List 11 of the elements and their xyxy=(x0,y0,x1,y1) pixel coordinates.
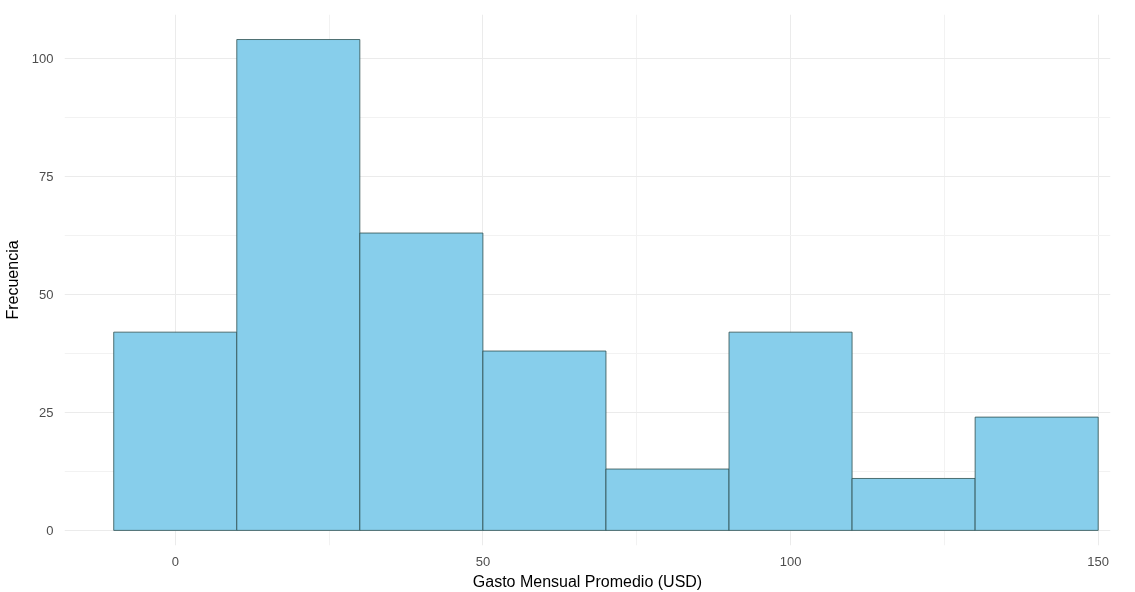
y-tick-label: 100 xyxy=(31,50,54,66)
x-axis-title: Gasto Mensual Promedio (USD) xyxy=(472,572,703,590)
x-tick-label: 50 xyxy=(475,553,491,569)
y-tick-label: 50 xyxy=(39,286,54,302)
x-tick-label: 100 xyxy=(779,553,802,569)
y-tick-label: 75 xyxy=(39,168,54,184)
x-tick-label: 150 xyxy=(1087,553,1110,569)
y-tick-label: 25 xyxy=(39,404,54,420)
y-tick-label: 0 xyxy=(46,522,54,538)
x-tick-label: 0 xyxy=(171,553,179,569)
y-axis-title: Frecuencia xyxy=(3,240,21,320)
